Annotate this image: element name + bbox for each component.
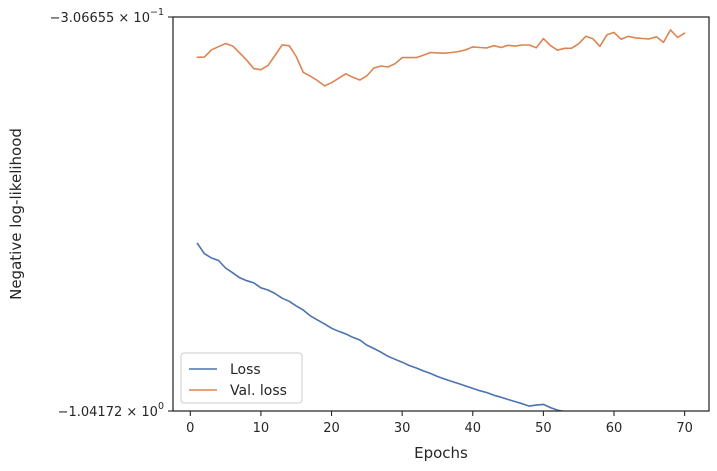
plot-area-background xyxy=(173,17,709,411)
series-line-loss xyxy=(196,242,567,411)
x-tick-label: 20 xyxy=(323,421,340,436)
x-tick-label: 10 xyxy=(253,421,270,436)
legend-label-loss: Loss xyxy=(230,362,261,378)
plot-frame xyxy=(172,16,710,412)
x-tick-label: 40 xyxy=(465,421,482,436)
x-tick-label: 60 xyxy=(606,421,623,436)
y-axis-ticks: −3.06655 × 10−1 −1.04172 × 100 xyxy=(50,7,173,420)
legend-label-val-loss: Val. loss xyxy=(230,383,287,399)
x-axis-label: Epochs xyxy=(414,444,468,462)
x-tick-label: 30 xyxy=(394,421,411,436)
y-axis-label: Negative log-likelihood xyxy=(7,128,25,300)
legend: Loss Val. loss xyxy=(180,352,303,404)
y-tick-label: −3.06655 × 10−1 xyxy=(50,7,164,26)
series-layer xyxy=(196,29,686,411)
x-tick-label: 70 xyxy=(676,421,693,436)
y-tick-label: −1.04172 × 100 xyxy=(58,401,164,420)
x-tick-label: 50 xyxy=(535,421,552,436)
x-axis-ticks: 0 10 20 30 40 50 60 70 xyxy=(186,411,693,436)
x-tick-label: 0 xyxy=(186,421,194,436)
series-line-val-loss xyxy=(196,29,686,87)
